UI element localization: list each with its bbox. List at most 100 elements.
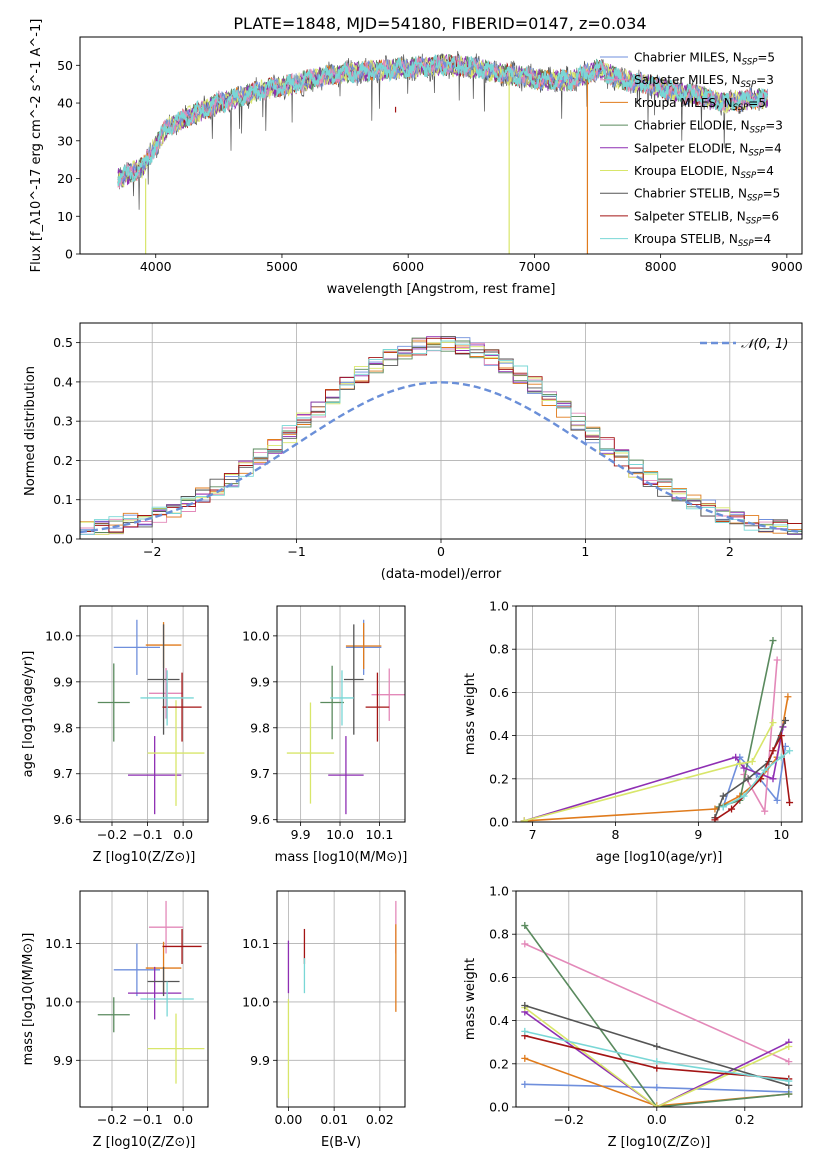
weight-marker-kroupa_elodie	[736, 760, 744, 768]
x-tick-label: 2	[726, 544, 734, 559]
weight-marker-chabrier_stelib	[719, 792, 727, 800]
y-tick-label: 10.0	[242, 994, 270, 1009]
y-tick-label: 30	[57, 133, 73, 148]
weight-marker-salpeter_elodie	[769, 775, 777, 783]
weight-marker-chabrier_stelib	[781, 716, 789, 724]
y-tick-label: 9.6	[250, 812, 270, 827]
weight-marker-kroupa_miles	[711, 805, 719, 813]
weight-marker-salpeter_elodie	[732, 753, 740, 761]
y-tick-label: 10.0	[45, 994, 73, 1009]
y-tick-label: 0.3	[53, 414, 73, 429]
y-tick-label: 0.8	[489, 927, 509, 942]
age_vs_Z-panel: −0.2 −0.1 0.0 9.6 9.7 9.8 9.9 10.0 Z [log10(Z/Z⊙…	[21, 605, 209, 865]
weight-marker-kroupa_stelib	[719, 803, 727, 811]
y-tick-label: 0.6	[489, 970, 509, 985]
spectrum-legend: Chabrier MILES, NSSP=5 Salpeter MILES, NS…	[600, 51, 783, 249]
x-tick-label: 10.0	[326, 827, 354, 842]
axes-frame	[276, 605, 406, 823]
grid	[80, 606, 208, 822]
y-axis-label: Flux [f_λ10^-17 erg cm^-2 s^-1 A^-1]	[29, 19, 44, 273]
x-tick-label: 5000	[266, 259, 298, 274]
axes-frame	[515, 890, 803, 1108]
weight-marker-kroupa_miles	[784, 693, 792, 701]
x-tick-label: 7	[529, 827, 537, 842]
plot-area	[97, 900, 205, 1084]
age_vs_mass-panel: 9.9 10.0 10.1 9.6 9.7 9.8 9.9 10.0 mass [log10(M…	[242, 605, 407, 865]
weight-marker-kroupa_stelib	[777, 753, 785, 761]
y-tick-label: 0.1	[53, 492, 73, 507]
y-tick-label: 0.4	[489, 728, 509, 743]
weight-marker-salpeter_miles	[773, 656, 781, 664]
weight-line-salpeter_elodie	[524, 1011, 790, 1107]
weight-marker-chabrier_stelib	[653, 1043, 661, 1051]
residual-legend: 𝒩(0, 1)	[700, 337, 788, 352]
x-tick-label: 0	[437, 544, 445, 559]
x-tick-label: 0.2	[735, 1112, 755, 1127]
y-tick-label: 9.8	[250, 720, 270, 735]
weight-marker-salpeter_stelib	[769, 747, 777, 755]
plot-area	[521, 922, 793, 1107]
x-tick-label: 9.9	[291, 827, 311, 842]
weight-line-salpeter_miles	[524, 943, 790, 1063]
x-tick-label: 6000	[392, 259, 424, 274]
weight-marker-chabrier_stelib	[521, 1001, 529, 1009]
y-tick-label: 10.0	[242, 628, 270, 643]
y-tick-label: 0.0	[53, 532, 73, 547]
x-tick-label: 0.01	[320, 1112, 348, 1127]
x-tick-label: 7000	[518, 259, 550, 274]
weight-marker-salpeter_elodie	[740, 764, 748, 772]
weight-marker-chabrier_miles	[773, 796, 781, 804]
x-tick-label: −1	[287, 544, 305, 559]
weight-line-chabrier_miles	[722, 746, 787, 808]
y-tick-label: 9.9	[250, 1053, 270, 1068]
y-tick-label: 0.4	[489, 1013, 509, 1028]
plot-area	[97, 619, 205, 815]
x-tick-label: 8	[612, 827, 620, 842]
axes-frame	[79, 36, 803, 255]
weight-marker-chabrier_miles	[653, 1084, 661, 1092]
x-tick-label: −0.2	[97, 1112, 127, 1127]
y-tick-label: 9.9	[53, 674, 73, 689]
weight-line-kroupa_elodie	[524, 722, 774, 822]
plot-area	[286, 619, 405, 815]
weight-line-salpeter_stelib	[714, 733, 791, 821]
grid	[516, 605, 802, 823]
x-tick-label: 0.0	[173, 1112, 193, 1127]
y-tick-label: 0.4	[53, 374, 73, 389]
y-tick-label: 9.9	[53, 1053, 73, 1068]
x-tick-label: 10.1	[365, 827, 393, 842]
x-tick-label: 9	[694, 827, 702, 842]
weight-marker-chabrier_elodie	[785, 1090, 793, 1098]
x-tick-label: 1	[581, 544, 589, 559]
weight_vs_age-panel: 7 8 9 10 0.0 0.2 0.4 0.6 0.8 1.0 age [log10(age/yr…	[463, 599, 803, 865]
y-tick-label: 40	[57, 96, 73, 111]
y-axis-label: mass weight	[463, 673, 478, 755]
x-axis-label: wavelength [Angstrom, rest frame]	[327, 282, 556, 297]
x-axis-label: Z [log10(Z/Z⊙)]	[608, 1135, 711, 1150]
weight-marker-kroupa_stelib	[653, 1058, 661, 1066]
weight-marker-salpeter_stelib	[711, 816, 719, 822]
mass_vs_Z-panel: −0.2 −0.1 0.0 9.9 10.0 10.1 Z [log10(Z/Z⊙)] mas…	[21, 890, 209, 1150]
legend-label-salpeter_miles: Salpeter MILES, NSSP=3	[634, 73, 774, 90]
y-tick-label: 10.0	[45, 628, 73, 643]
legend-label-salpeter_stelib: Salpeter STELIB, NSSP=6	[634, 209, 779, 226]
weight-marker-kroupa_miles	[521, 1054, 529, 1062]
x-axis-label: Z [log10(Z/Z⊙)]	[93, 1135, 196, 1150]
axes-frame	[276, 890, 406, 1108]
weight-marker-salpeter_miles	[521, 940, 529, 948]
x-tick-label: 4000	[140, 259, 172, 274]
axes-frame	[79, 605, 209, 823]
y-tick-label: 10.1	[45, 936, 73, 951]
weight-marker-chabrier_miles	[521, 1080, 529, 1088]
x-tick-label: −0.1	[132, 1112, 162, 1127]
histogram-kroupa_stelib	[80, 340, 802, 539]
x-axis-label: (data-model)/error	[381, 567, 502, 582]
y-axis-label: mass [log10(M/M⊙)]	[21, 933, 36, 1066]
y-tick-label: 10	[57, 209, 73, 224]
y-tick-label: 0.8	[489, 642, 509, 657]
y-tick-label: 50	[57, 58, 73, 73]
x-tick-label: 0.02	[366, 1112, 394, 1127]
x-tick-label: −0.1	[132, 827, 162, 842]
x-tick-label: −0.2	[554, 1112, 584, 1127]
